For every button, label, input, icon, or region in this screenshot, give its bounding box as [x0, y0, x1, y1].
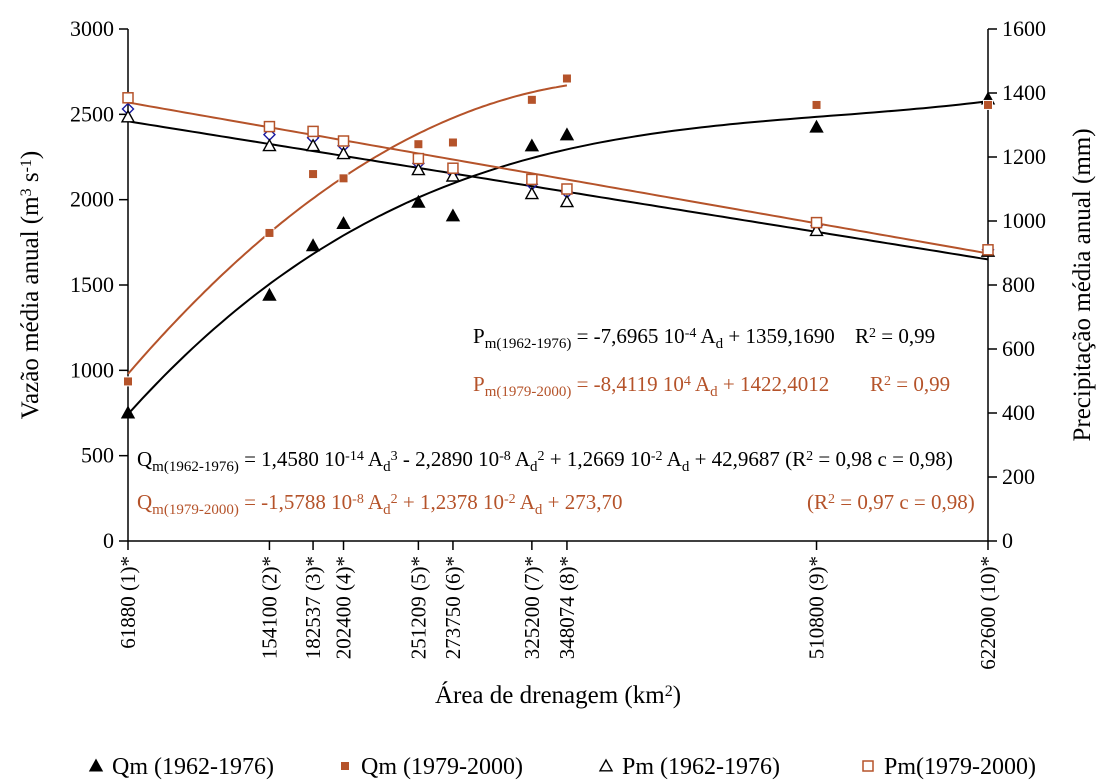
qm-1979-2000-point: [811, 99, 822, 110]
legend-marker: [340, 761, 350, 771]
pm-1962-1976-point: [559, 194, 575, 208]
x-tick-label: 182537 (3)*: [301, 556, 325, 659]
qm-1979-2000-point: [123, 376, 133, 387]
y-tick-label-right: 0: [1002, 528, 1013, 553]
r2-pm2: R2 = 0,99: [870, 372, 950, 396]
qm-1979-2000-point: [447, 137, 458, 148]
qm-1962-1976-point: [305, 238, 321, 252]
qm-1979-2000-point: [338, 173, 349, 184]
pm-1979-2000-point: [122, 92, 134, 104]
equation-pm1: Pm(1962-1976) = -7,6965 10-4 Ad + 1359,1…: [473, 324, 835, 352]
legend-marker: [862, 760, 874, 772]
legend-label: Pm(1979-2000): [884, 754, 1036, 780]
legend-item: Qm (1979-2000): [340, 754, 523, 780]
pm-1962-1976-point: [305, 138, 321, 152]
x-tick-label: 273750 (6)*: [441, 556, 465, 659]
y-tick-label-right: 800: [1002, 272, 1035, 297]
y-tick-label-left: 1000: [70, 357, 114, 382]
pm-1962-1976-point: [411, 162, 426, 176]
y-tick-label-right: 400: [1002, 400, 1035, 425]
qm-1979-2000-point: [561, 73, 572, 84]
qm-1979-2000-point: [983, 99, 993, 110]
trend-line: [127, 84, 568, 375]
y-tick-label-right: 1600: [1002, 16, 1046, 41]
y-tick-label-left: 2500: [70, 101, 114, 126]
qm-1979-2000-point: [308, 169, 319, 180]
equations: Pm(1962-1976) = -7,6965 10-4 Ad + 1359,1…: [137, 324, 975, 518]
y-tick-label-right: 1000: [1002, 208, 1046, 233]
legend-label: Qm (1979-2000): [361, 754, 523, 780]
qm-1962-1976-point: [445, 208, 461, 222]
qm-1962-1976-point: [809, 119, 824, 133]
x-tick-label: 154100 (2)*: [257, 556, 281, 659]
legend-label: Qm (1962-1976): [112, 754, 274, 780]
trend-line: [127, 100, 989, 415]
y-axis-title-right: Precipitação média anual (mm): [1069, 128, 1096, 441]
y-tick-label-left: 3000: [70, 16, 114, 41]
equation-qm1: Qm(1962-1976) = 1,4580 10-14 Ad3 - 2,289…: [137, 447, 953, 475]
y-tick-label-left: 0: [103, 528, 114, 553]
y-axis-title-left: Vazão média anual (m3 s-1): [17, 151, 44, 419]
pm-1979-2000-point: [412, 152, 425, 165]
equation-pm2: Pm(1979-2000) = -8,4119 104 Ad + 1422,40…: [473, 372, 829, 400]
x-tick-label: 61880 (1)*: [116, 556, 140, 649]
y-tick-label-left: 2000: [70, 187, 114, 212]
y-tick-label-right: 1200: [1002, 144, 1046, 169]
trend-lines: [127, 84, 989, 415]
pm-1979-2000-point: [263, 120, 276, 133]
pm-1962-1976-point: [336, 146, 351, 160]
legend-item: Pm (1962-1976): [598, 754, 780, 780]
pm-1979-2000-point: [307, 125, 319, 138]
legend-label: Pm (1962-1976): [622, 754, 780, 780]
pm-1979-2000-point: [982, 244, 994, 256]
r2-qm2: (R2 = 0,97 c = 0,98): [807, 490, 975, 514]
x-tick-label: 622600 (10)*: [976, 556, 1000, 670]
y-tick-label-right: 200: [1002, 464, 1035, 489]
x-tick-label: 510800 (9)*: [805, 556, 829, 659]
x-axis-title: Área de drenagem (km2): [435, 681, 681, 709]
pm-1979-2000-point: [447, 162, 459, 174]
pm-1962-1976-point: [809, 223, 824, 237]
qm-1962-1976-point: [559, 127, 575, 141]
equation-qm2: Qm(1979-2000) = -1,5788 10-8 Ad2 + 1,237…: [137, 490, 622, 518]
pm-1962-1976-point: [262, 138, 277, 152]
pm-1979-2000-point: [526, 173, 538, 186]
qm-1962-1976-point: [120, 405, 136, 419]
trend-line: [127, 120, 989, 261]
legend: Qm (1962-1976) Qm (1979-2000) Pm (1962-197…: [88, 754, 1036, 780]
x-tick-label: 325200 (7)*: [520, 556, 544, 659]
legend-item: Pm(1979-2000): [862, 754, 1036, 780]
x-tick-label: 202400 (4)*: [332, 556, 356, 659]
legend-marker: [88, 758, 104, 772]
qm-1962-1976-point: [524, 138, 540, 152]
qm-1979-2000-point: [413, 139, 424, 150]
x-tick-label: 251209 (5)*: [406, 556, 430, 659]
pm-1962-1976-point: [120, 109, 136, 123]
r2-pm1: R2 = 0,99: [855, 324, 935, 348]
legend-item: Qm (1962-1976): [88, 754, 274, 780]
qm-1962-1976-point: [262, 287, 277, 301]
pm-1979-2000-point: [561, 183, 573, 195]
qm-1979-2000-point: [526, 94, 537, 105]
legend-marker: [598, 758, 614, 772]
axes: 0 500 1000 1500 2000 2500 3000 0 200 400 600 800 100…: [17, 16, 1096, 709]
qm-1979-2000-point: [264, 227, 275, 238]
pm-1979-2000-point: [810, 216, 823, 229]
qm-1962-1976-point: [336, 216, 351, 230]
qm-1962-1976-point: [411, 194, 426, 208]
y-tick-label-left: 500: [81, 443, 114, 468]
y-tick-label-right: 1400: [1002, 80, 1046, 105]
data-points: [120, 73, 996, 419]
trend-line: [127, 101, 989, 255]
pm-1962-1976-point: [445, 168, 461, 182]
pm-1962-1976-point: [524, 186, 540, 200]
pm-1979-2000-point: [337, 135, 350, 147]
y-tick-label-left: 1500: [70, 272, 114, 297]
y-tick-label-right: 600: [1002, 336, 1035, 361]
x-tick-label: 348074 (8)*: [555, 556, 579, 659]
